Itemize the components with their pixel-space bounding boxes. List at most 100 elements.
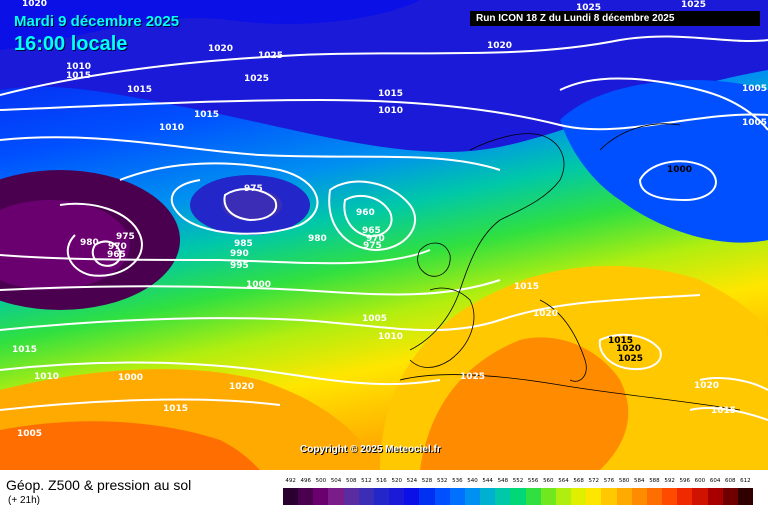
isobar-line xyxy=(699,377,768,391)
isobar-label: 985 xyxy=(234,239,253,249)
z500-low-central-core xyxy=(222,189,282,221)
legend-swatch xyxy=(298,488,314,505)
legend-swatch xyxy=(373,488,390,505)
legend-swatch xyxy=(343,488,360,505)
isobar-label: 1015 xyxy=(163,404,188,414)
isobar-label: 975 xyxy=(363,241,382,251)
legend-swatch xyxy=(692,488,708,505)
legend-tick-label: 504 xyxy=(330,478,342,484)
legend-swatch xyxy=(571,488,587,505)
isobar-line xyxy=(59,202,143,277)
legend-tick-label: 556 xyxy=(527,478,539,484)
isobar-label: 1005 xyxy=(742,118,767,128)
isobar-label: 1025 xyxy=(244,74,269,84)
isobar-label: 1000 xyxy=(246,280,271,290)
isobar-label: 1020 xyxy=(229,382,254,392)
legend-tick-label: 564 xyxy=(558,478,569,484)
legend-swatch xyxy=(480,488,496,505)
isobar-label: 1010 xyxy=(34,372,59,382)
isobar-label: 980 xyxy=(80,238,99,248)
isobar-line xyxy=(598,333,662,370)
isobar-label: 1025 xyxy=(460,372,485,382)
isobar-label: 1015 xyxy=(66,71,91,81)
legend-swatch xyxy=(404,488,420,505)
legend-swatch xyxy=(555,488,572,505)
legend-tick-label: 492 xyxy=(285,478,296,484)
legend-tick-label: 516 xyxy=(376,478,387,484)
isobar-label: 1020 xyxy=(208,44,233,54)
isobar-line xyxy=(0,136,501,171)
isobar-line xyxy=(0,361,441,386)
legend-tick-label: 532 xyxy=(436,478,448,484)
isobar-label: 1025 xyxy=(681,0,706,10)
legend-tick-label: 540 xyxy=(467,478,478,484)
legend-swatch xyxy=(616,488,633,505)
isobar-line xyxy=(0,294,701,332)
legend-swatch xyxy=(449,488,466,505)
legend-tick-label: 524 xyxy=(406,478,418,484)
legend-swatch xyxy=(722,488,739,505)
isobar-label: 1005 xyxy=(362,314,387,324)
legend-swatch xyxy=(646,488,663,505)
legend-swatch xyxy=(662,488,678,505)
isobars xyxy=(0,35,768,421)
isobar-label: 1020 xyxy=(533,309,558,319)
isobar-label: 975 xyxy=(116,232,135,242)
isobar-label: 1005 xyxy=(17,429,42,439)
legend-tick-label: 548 xyxy=(497,478,509,484)
legend-swatch xyxy=(525,488,542,505)
legend-swatch xyxy=(631,488,648,505)
isobar-label: 1000 xyxy=(667,165,692,175)
isobar-label: 1020 xyxy=(487,41,512,51)
isobar-line xyxy=(0,35,768,96)
isobar-line xyxy=(689,407,768,421)
model-run-label: Run ICON 18 Z du Lundi 8 décembre 2025 xyxy=(470,11,760,26)
coastline xyxy=(409,287,475,368)
forecast-date: Mardi 9 décembre 2025 xyxy=(14,13,180,30)
isobar-line xyxy=(0,398,281,411)
isobar-label: 965 xyxy=(107,250,126,260)
coastline xyxy=(409,133,565,351)
legend-tick-label: 608 xyxy=(725,478,736,484)
legend-tick-label: 512 xyxy=(361,478,372,484)
map-title: Géop. Z500 & pression au sol xyxy=(6,477,192,493)
isobar-label: 980 xyxy=(308,234,327,244)
legend-swatch xyxy=(389,488,405,505)
legend-tick-label: 612 xyxy=(740,478,751,484)
isobar-label: 1015 xyxy=(194,110,219,120)
copyright-notice: Copyright © 2025 Meteociel.fr xyxy=(300,444,441,455)
isobar-label: 1010 xyxy=(378,106,403,116)
legend-tick-label: 576 xyxy=(603,478,615,484)
isobar-line xyxy=(91,240,122,267)
isobar-label: 1020 xyxy=(694,381,719,391)
legend-tick-label: 520 xyxy=(391,478,402,484)
isobar-label: 965 xyxy=(362,226,381,236)
isobar-label: 995 xyxy=(230,261,249,271)
isobar-label: 1015 xyxy=(12,345,37,355)
isobar-label: 1020 xyxy=(616,344,641,354)
isobar-label: 1010 xyxy=(159,123,184,133)
forecast-offset: (+ 21h) xyxy=(8,495,40,506)
legend-tick-label: 596 xyxy=(679,478,691,484)
legend-swatch xyxy=(434,488,451,505)
isobar-label: 1015 xyxy=(378,89,403,99)
legend-tick-label: 572 xyxy=(588,478,600,484)
legend-tick-label: 600 xyxy=(694,478,706,484)
legend-tick-label: 560 xyxy=(543,478,554,484)
isobar-label: 1010 xyxy=(66,62,91,72)
isobar-label: 970 xyxy=(108,242,127,252)
isobar-line xyxy=(119,162,319,235)
color-scale-legend: 492 496 500 504 508 512 516 520 524 528 532 536 540 5… xyxy=(283,478,754,508)
legend-tick-label: 528 xyxy=(421,478,433,484)
isobar-line xyxy=(0,249,431,265)
legend-tick-label: 604 xyxy=(709,478,721,484)
isobar-label: 1025 xyxy=(576,3,601,13)
legend-swatch xyxy=(510,488,527,505)
isobar-label: 1015 xyxy=(608,336,633,346)
isobar-labels: 1020 1020 1025 1025 1010 1015 1015 1015 … xyxy=(12,0,767,439)
isobar-label: 1015 xyxy=(711,406,736,416)
legend-tick-label: 496 xyxy=(300,478,311,484)
z500-core-north xyxy=(0,0,420,50)
legend-swatch xyxy=(601,488,618,505)
isobar-label: 1025 xyxy=(618,354,643,364)
